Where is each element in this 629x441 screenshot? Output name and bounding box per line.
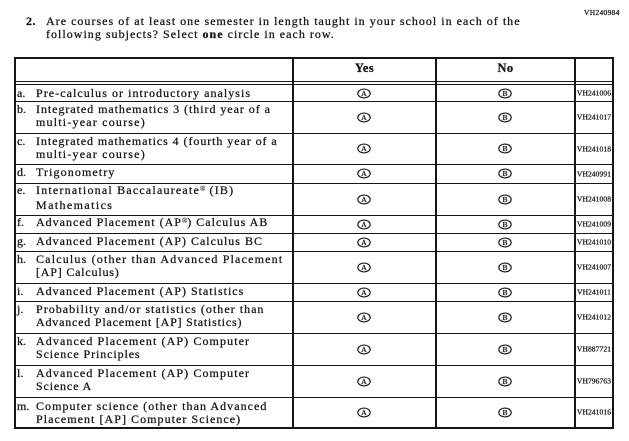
svg-text:B: B [502,220,507,229]
svg-text:B: B [502,195,507,204]
svg-text:B: B [502,113,507,122]
svg-text:B: B [502,89,507,98]
svg-text:B: B [502,345,507,354]
svg-text:B: B [502,288,507,297]
svg-text:A: A [361,89,367,98]
svg-text:A: A [361,113,367,122]
svg-text:A: A [361,377,367,386]
svg-text:B: B [502,263,507,272]
svg-text:B: B [502,377,507,386]
svg-text:A: A [361,313,367,322]
svg-text:A: A [361,345,367,354]
svg-text:A: A [361,144,367,153]
svg-text:B: B [502,238,507,247]
svg-text:B: B [502,169,507,178]
svg-text:A: A [361,195,367,204]
svg-text:A: A [361,238,367,247]
svg-text:B: B [502,313,507,322]
svg-text:A: A [361,220,367,229]
svg-text:B: B [502,408,507,417]
svg-text:A: A [361,288,367,297]
svg-text:A: A [361,169,367,178]
svg-text:A: A [361,263,367,272]
svg-text:A: A [361,408,367,417]
svg-text:B: B [502,144,507,153]
